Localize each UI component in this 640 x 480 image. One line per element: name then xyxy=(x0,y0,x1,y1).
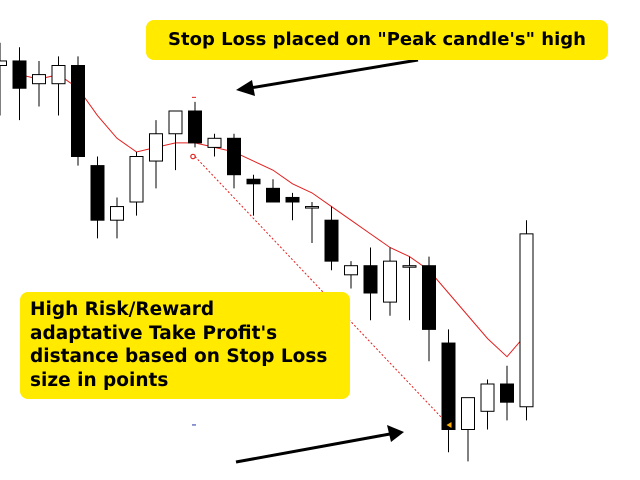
take-profit-projection-line xyxy=(194,156,449,426)
candle xyxy=(227,133,241,189)
candle xyxy=(461,397,475,462)
bear-candle-body xyxy=(324,219,339,262)
take-profit-callout-line-4: size in points xyxy=(30,370,169,392)
candle xyxy=(500,365,514,421)
bear-candle-body xyxy=(12,60,27,89)
entry-marker xyxy=(190,153,196,160)
candle xyxy=(383,247,397,316)
candles-group xyxy=(0,42,534,462)
stop-loss-callout: Stop Loss placed on "Peak candle's" high xyxy=(146,20,608,60)
take-profit-callout: High Risk/Reward adaptative Take Profit'… xyxy=(20,292,350,399)
bull-candle-body xyxy=(519,233,534,408)
bear-candle-body xyxy=(71,65,85,157)
bull-candle-body xyxy=(344,265,358,276)
bull-candle-body xyxy=(149,133,163,162)
candle xyxy=(324,206,339,271)
moving-average-line xyxy=(19,74,527,358)
candle xyxy=(363,247,378,321)
candle xyxy=(285,192,300,221)
candle xyxy=(441,329,456,453)
candle xyxy=(32,60,46,107)
bear-candle-body xyxy=(285,196,300,203)
bull-candle-body xyxy=(0,60,7,67)
candle xyxy=(344,261,358,289)
bull-candle-body xyxy=(480,383,495,412)
candle xyxy=(305,202,319,243)
bear-candle-body xyxy=(441,342,456,430)
bull-candle-body xyxy=(168,110,183,135)
candle xyxy=(246,174,261,216)
candle xyxy=(90,156,105,239)
stop-loss-arrow xyxy=(236,58,419,96)
bear-candle-body xyxy=(90,165,105,221)
candle xyxy=(51,56,66,116)
take-profit-callout-line-1: High Risk/Reward xyxy=(30,299,215,320)
candle xyxy=(0,42,7,116)
bull-candle-body xyxy=(305,206,319,209)
bull-candle-body xyxy=(51,65,66,85)
bull-candle-body xyxy=(110,206,124,221)
candle xyxy=(480,379,495,430)
bear-candle-body xyxy=(246,178,261,185)
bull-candle-body xyxy=(32,74,46,85)
bull-candle-body xyxy=(383,260,397,303)
take-profit-callout-line-2: adaptative Take Profit's xyxy=(30,322,278,344)
stop-loss-callout-text: Stop Loss placed on "Peak candle's" high xyxy=(168,29,586,51)
candle xyxy=(149,120,163,189)
candle xyxy=(129,151,144,216)
take-profit-arrow xyxy=(235,425,404,464)
bear-candle-body xyxy=(422,265,436,330)
bear-candle-body xyxy=(363,265,378,294)
bear-candle-body xyxy=(227,137,241,176)
take-profit-arrow-shaft xyxy=(235,432,391,464)
candle xyxy=(71,56,85,166)
bull-candle-body xyxy=(129,156,144,203)
take-profit-callout-line-3: distance based on Stop Loss xyxy=(30,346,328,368)
bull-candle-body xyxy=(402,265,417,268)
candle xyxy=(519,220,534,421)
candle xyxy=(110,197,124,239)
bear-candle-body xyxy=(266,187,280,203)
candle xyxy=(422,256,436,362)
candle xyxy=(402,256,417,321)
candle xyxy=(188,101,202,148)
bull-candle-body xyxy=(207,137,222,148)
exit-marker xyxy=(446,421,452,428)
candle xyxy=(12,47,27,121)
stop-loss-arrow-shaft xyxy=(249,58,419,90)
stop-loss-arrow-head xyxy=(236,80,255,96)
candle xyxy=(168,110,183,171)
candle xyxy=(266,179,280,203)
candle xyxy=(207,133,222,157)
bear-candle-body xyxy=(188,110,202,144)
bull-candle-body xyxy=(461,397,475,430)
take-profit-arrow-head xyxy=(387,425,404,442)
bear-candle-body xyxy=(500,383,514,403)
